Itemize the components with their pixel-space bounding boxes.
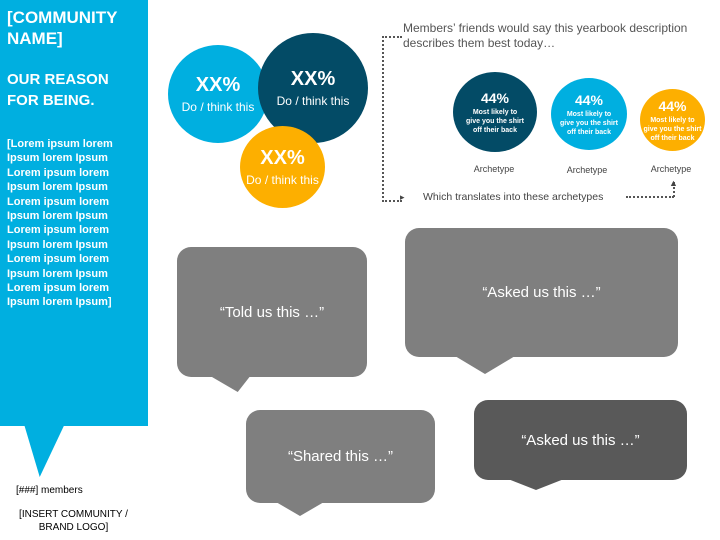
sidebar-tail [19,425,65,477]
arrow-up-icon: ▲ [669,178,678,188]
archetype-pct: 44% [658,97,687,114]
member-count: [###] members [16,485,83,496]
archetype-pct: 44% [480,89,510,106]
stat-value: XX% [260,147,305,169]
archetype-circle: 44% Most likely to give you the shirt off… [551,78,627,150]
arrow-right-icon: ▸ [400,192,405,202]
bubble-tail [210,376,258,392]
quote-bubble: “Told us this …” [177,247,367,377]
archetype-circle: 44% Most likely to give you the shirt off… [640,89,705,151]
dotted-connector [626,196,674,198]
stat-value: XX% [195,74,241,96]
bubble-tail [276,502,324,516]
archetype-desc: Most likely to give you the shirt off th… [643,116,702,142]
archetype-desc: Most likely to give you the shirt off th… [560,110,618,136]
dotted-connector [382,36,402,202]
sidebar: [COMMUNITY NAME] OUR REASON FOR BEING. [… [0,0,148,426]
archetype-label: Archetype [473,164,515,174]
stat-circle: XX% Do / think this [240,126,325,208]
stat-circle: XX% Do / think this [258,33,368,143]
archetype-desc: Most likely to give you the shirt off th… [466,108,524,134]
reason-heading: OUR REASON FOR BEING. [7,71,109,109]
stat-value: XX% [290,68,336,90]
archetype-pct: 44% [574,91,604,108]
brand-logo-placeholder: [INSERT COMMUNITY / BRAND LOGO] [19,509,128,533]
quote-bubble: “Asked us this …” [474,400,687,480]
stat-label: Do / think this [181,100,255,114]
stat-circle: XX% Do / think this [168,45,268,143]
bubble-tail [455,356,515,374]
archetype-footer: Which translates into these archetypes [423,191,604,203]
dotted-connector [673,182,675,197]
archetype-heading: Members’ friends would say this yearbook… [403,21,688,50]
stat-label: Do / think this [276,94,350,108]
quote-bubble: “Shared this …” [246,410,435,503]
stat-label: Do / think this [246,173,319,187]
quote-bubble: “Asked us this …” [405,228,678,357]
bubble-tail [508,479,564,490]
archetype-label: Archetype [650,164,692,174]
archetype-circle: 44% Most likely to give you the shirt off… [453,72,537,152]
community-name: [COMMUNITY NAME] [7,8,118,48]
archetype-label: Archetype [566,165,608,175]
sidebar-body: [Lorem ipsum lorem Ipsum lorem Ipsum Lor… [7,138,113,309]
